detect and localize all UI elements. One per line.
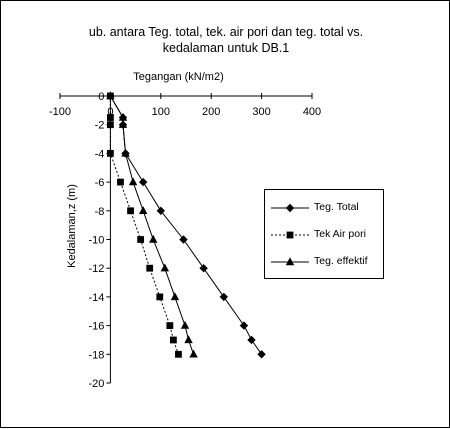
y-tick-label: -18 <box>88 349 104 361</box>
data-point-marker <box>146 264 154 272</box>
data-point-marker <box>179 235 188 244</box>
x-tick-label: 100 <box>152 106 170 118</box>
data-point-marker <box>121 148 130 157</box>
data-point-marker <box>160 263 170 272</box>
data-point-marker <box>219 292 228 302</box>
x-tick-label: 300 <box>252 106 270 118</box>
data-point-marker <box>156 293 164 301</box>
y-tick-label: -12 <box>88 263 104 275</box>
y-tick-label: -16 <box>88 321 104 333</box>
chart-title-line-1: ub. antara Teg. total, tek. air pori dan… <box>88 25 364 39</box>
legend-marker <box>285 257 295 266</box>
legend-label-teg-total: Teg. Total <box>314 201 359 213</box>
x-tick-label: -100 <box>49 106 71 118</box>
legend-item-teg-effektif: Teg. effektif <box>265 254 385 270</box>
data-point-marker <box>166 322 174 329</box>
data-point-marker <box>138 206 148 214</box>
y-tick-label: -4 <box>95 148 105 160</box>
y-tick-label: -10 <box>88 235 104 247</box>
y-tick-label: -8 <box>95 206 105 218</box>
series-line <box>109 95 195 355</box>
data-point-marker <box>257 350 266 359</box>
legend-swatch-tek-air-pori <box>271 231 309 239</box>
y-tick-label: -14 <box>88 292 104 304</box>
chart-title-line-2: kedalaman untuk DB.1 <box>162 41 290 55</box>
data-point-marker <box>247 335 256 345</box>
y-tick-label: -6 <box>95 177 105 189</box>
data-point-marker <box>239 321 249 330</box>
data-point-marker <box>149 234 158 243</box>
data-point-marker <box>128 177 138 186</box>
data-point-marker <box>127 207 134 215</box>
data-point-marker <box>189 349 198 358</box>
data-point-marker <box>170 292 180 301</box>
x-tick-label: 200 <box>202 106 220 118</box>
legend-item-teg-total: Teg. Total <box>265 200 385 216</box>
data-point-marker <box>175 350 182 358</box>
y-tick-label: 0 <box>98 91 104 103</box>
legend-swatch-teg-total <box>271 203 309 213</box>
data-point-marker <box>199 264 208 273</box>
x-tick-label: 400 <box>303 106 321 118</box>
legend-label-teg-effektif: Teg. effektif <box>314 255 368 267</box>
chart-legend: Teg. Total Tek Air pori Teg. effektif <box>264 189 384 279</box>
legend-label-tek-air-pori: Tek Air pori <box>314 228 366 240</box>
legend-swatch-teg-effektif <box>271 257 309 266</box>
data-point-marker <box>137 236 145 243</box>
data-point-marker <box>118 120 128 128</box>
x-axis-label: Tegangan (kN/m2) <box>133 71 224 83</box>
series-teg-effektif <box>106 91 198 358</box>
data-point-marker <box>107 114 114 121</box>
data-point-marker <box>117 178 124 186</box>
legend-item-tek-air-pori: Tek Air pori <box>265 227 385 243</box>
data-point-marker <box>180 320 190 329</box>
data-point-marker <box>156 206 165 215</box>
legend-marker <box>286 231 294 239</box>
data-point-marker <box>170 336 177 344</box>
data-point-marker <box>106 91 115 100</box>
series-line <box>109 96 179 355</box>
series-teg-total <box>106 91 266 359</box>
legend-marker <box>285 203 295 213</box>
series-tek-air-pori <box>107 92 182 358</box>
y-tick-label: -20 <box>88 378 104 390</box>
series-line <box>109 95 263 355</box>
data-point-marker <box>107 150 114 157</box>
y-tick-label: -2 <box>95 120 105 132</box>
data-point-marker <box>107 121 114 129</box>
data-point-marker <box>138 177 148 187</box>
data-point-marker <box>118 112 128 121</box>
data-point-marker <box>184 335 193 344</box>
